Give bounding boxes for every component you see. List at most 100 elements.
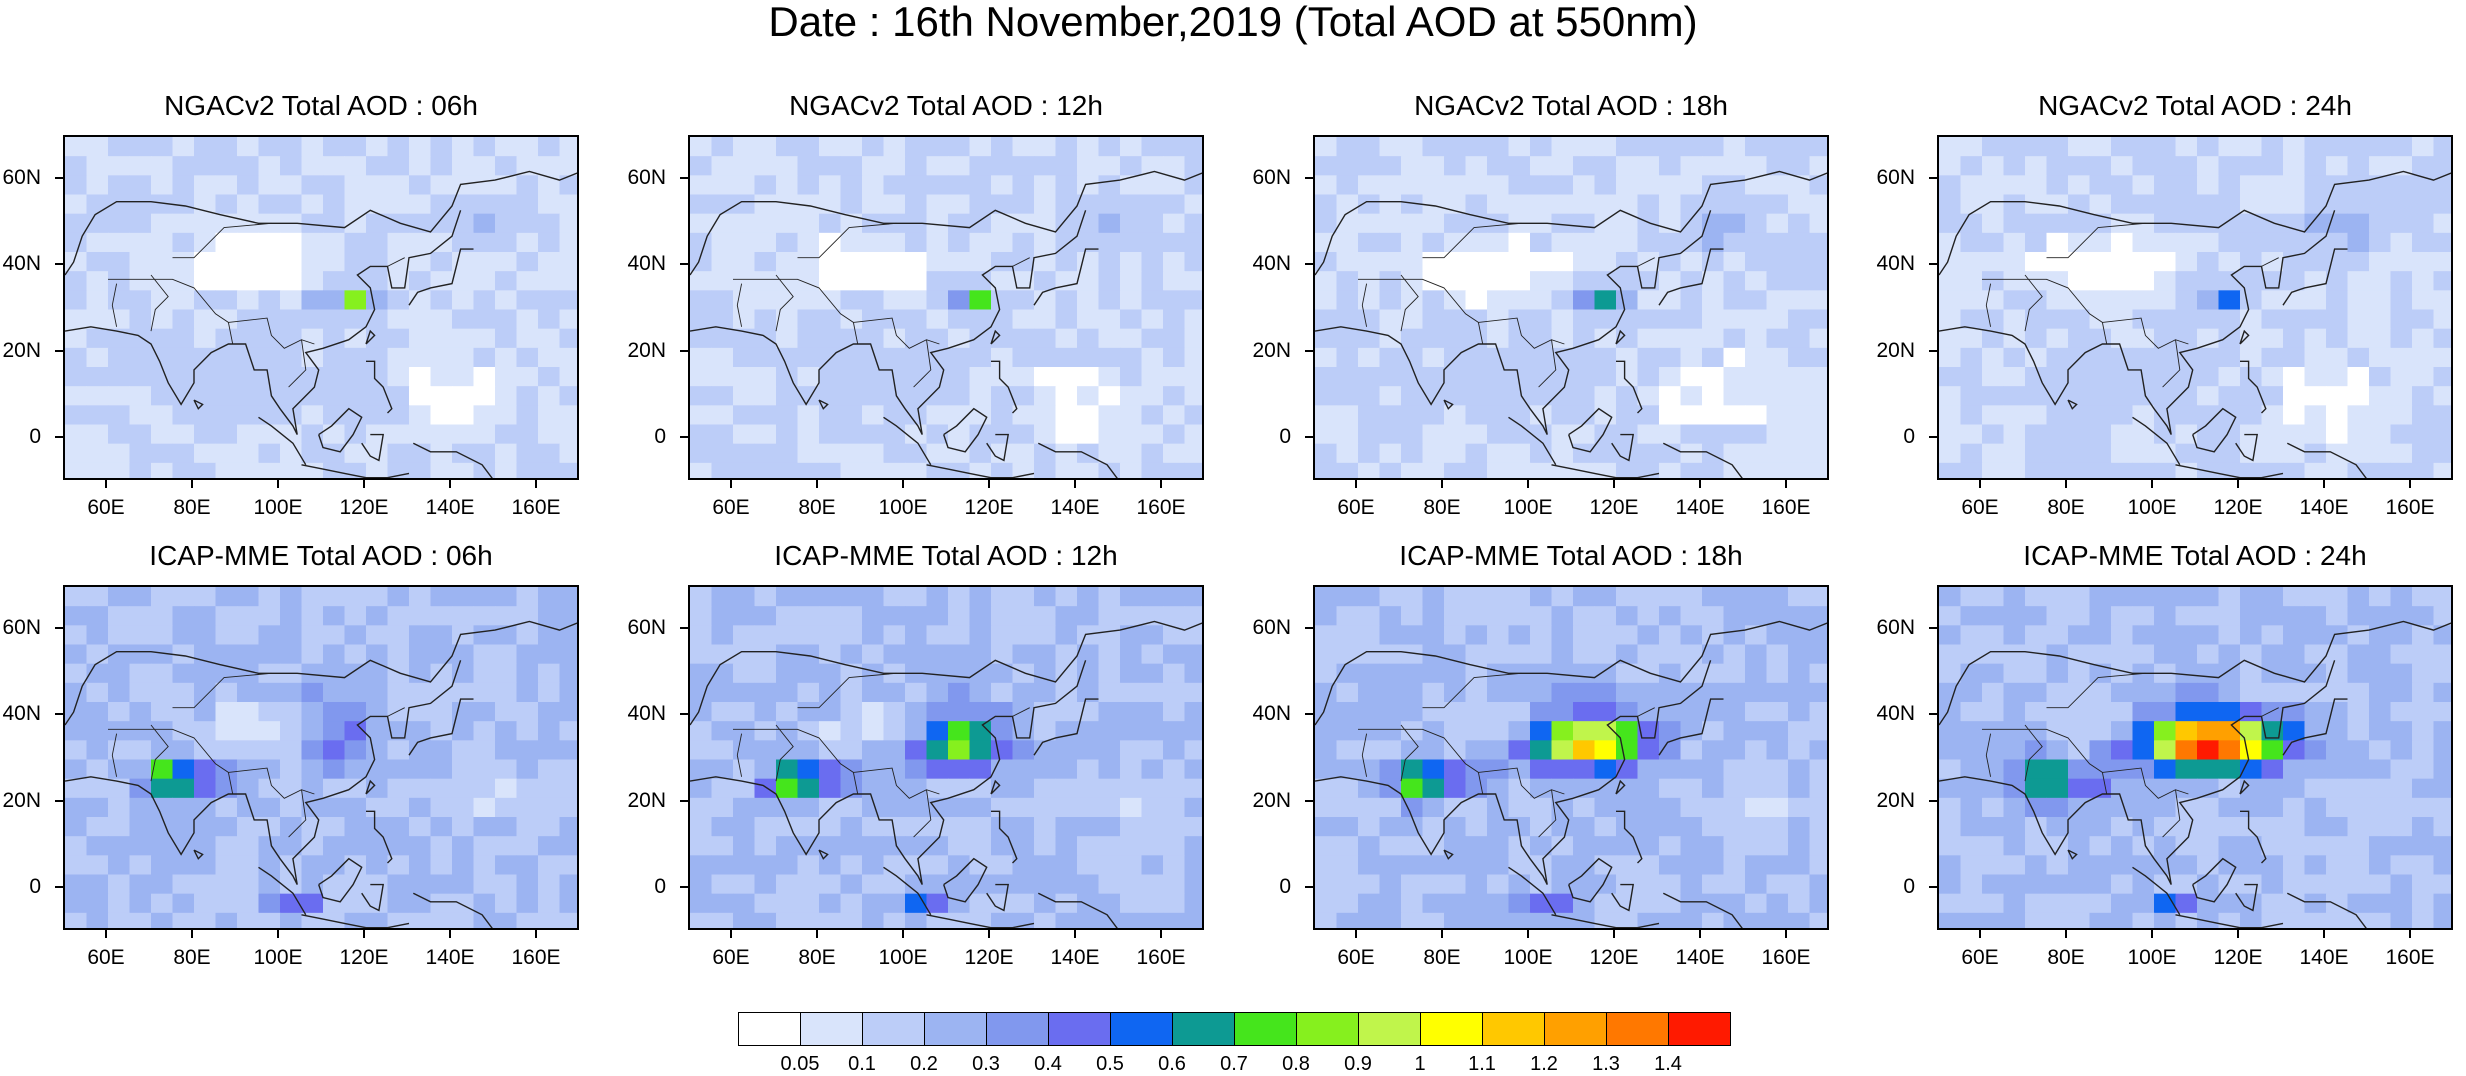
aod-cell	[2240, 663, 2262, 684]
aod-cell	[1766, 232, 1789, 253]
aod-cell	[129, 252, 152, 272]
aod-cell	[473, 625, 496, 645]
aod-cell	[344, 778, 367, 799]
aod-cell	[1055, 175, 1078, 195]
aod-cell	[538, 328, 560, 349]
coastline	[1037, 892, 1118, 928]
aod-cell	[862, 797, 884, 818]
aod-cell	[495, 644, 517, 665]
aod-cell	[1487, 213, 1509, 234]
panel-title: ICAP-MME Total AOD : 24h	[2023, 540, 2367, 571]
aod-cell	[1551, 137, 1574, 157]
aod-cell	[819, 759, 841, 780]
aod-cell	[1508, 874, 1531, 895]
aod-cell	[1788, 893, 1810, 914]
lat-tick-label: 20N	[1876, 338, 1915, 362]
country-border	[2046, 222, 2146, 259]
aod-cell	[1077, 405, 1099, 425]
aod-cell	[1422, 740, 1445, 760]
panel-title: ICAP-MME Total AOD : 18h	[1399, 540, 1743, 571]
aod-cell	[2218, 328, 2241, 349]
aod-cell	[2261, 232, 2284, 253]
aod-cell	[2369, 443, 2391, 464]
aod-cell	[473, 386, 496, 406]
aod-cell	[1766, 175, 1789, 195]
aod-cell	[991, 405, 1013, 425]
aod-cell	[1034, 137, 1056, 157]
aod-cell	[172, 137, 195, 157]
aod-cell	[1766, 836, 1789, 856]
aod-cell	[926, 309, 949, 330]
aod-cell	[1184, 405, 1202, 425]
aod-cell	[151, 587, 173, 607]
aod-cell	[86, 759, 109, 780]
aod-cell	[2111, 424, 2133, 445]
coastline	[1939, 660, 2336, 885]
aod-cell	[1680, 386, 1703, 406]
aod-cell	[2197, 836, 2219, 856]
aod-cell	[1141, 386, 1164, 406]
aod-cell	[2003, 702, 2026, 722]
aod-cell	[2304, 290, 2327, 310]
aod-cell	[344, 625, 367, 645]
aod-cell	[430, 137, 453, 157]
aod-cell	[1551, 290, 1574, 310]
aod-cell	[1745, 606, 1767, 626]
aod-cell	[430, 290, 453, 310]
aod-cell	[2433, 778, 2451, 799]
aod-cell	[2003, 386, 2026, 406]
aod-cell	[495, 759, 517, 780]
aod-cell	[776, 797, 798, 818]
aod-cell	[1184, 462, 1202, 478]
aod-cell	[819, 740, 841, 760]
aod-cell	[1788, 232, 1810, 253]
aod-cell	[1444, 232, 1466, 253]
aod-cell	[516, 156, 539, 176]
aod-cell	[1960, 405, 1983, 425]
aod-cell	[1336, 912, 1359, 928]
aod-cell	[1745, 175, 1767, 195]
aod-cell	[1723, 252, 1746, 272]
aod-cell	[495, 367, 517, 387]
aod-cell	[1960, 347, 1983, 368]
aod-cell	[754, 271, 777, 291]
aod-cell	[2261, 309, 2284, 330]
aod-cell	[1465, 232, 1488, 253]
aod-cell	[1702, 625, 1724, 645]
aod-cell	[2412, 759, 2434, 780]
aod-cell	[1745, 721, 1767, 741]
aod-cell	[2046, 443, 2069, 464]
aod-cell	[2347, 778, 2370, 799]
aod-cell	[172, 156, 195, 176]
aod-cell	[172, 893, 195, 914]
aod-cell	[797, 702, 820, 722]
aod-cell	[344, 817, 367, 837]
aod-cell	[1422, 309, 1445, 330]
aod-cell	[387, 587, 410, 607]
aod-cell	[1723, 424, 1746, 445]
lat-tick-label: 60N	[627, 616, 666, 640]
aod-cell	[1379, 271, 1402, 291]
aod-cell	[108, 252, 130, 272]
aod-cell	[1465, 740, 1488, 760]
aod-cell	[1163, 290, 1185, 310]
aod-cell	[323, 290, 345, 310]
aod-cell	[1034, 740, 1056, 760]
lat-tick-label: 0	[29, 424, 41, 448]
aod-cell	[1315, 855, 1337, 875]
aod-cell	[2326, 194, 2348, 215]
aod-cell	[2326, 682, 2348, 703]
aod-cell	[1702, 271, 1724, 291]
aod-cell	[129, 817, 152, 837]
aod-cell	[2111, 232, 2133, 253]
aod-cell	[1809, 836, 1827, 856]
aod-cell	[129, 443, 152, 464]
coastline	[2067, 399, 2078, 410]
aod-cell	[194, 874, 216, 895]
aod-cell	[1766, 817, 1789, 837]
aod-cell	[323, 271, 345, 291]
aod-cell	[1809, 702, 1827, 722]
aod-cell	[1702, 606, 1724, 626]
aod-cell	[1184, 644, 1202, 665]
aod-cell	[1766, 606, 1789, 626]
